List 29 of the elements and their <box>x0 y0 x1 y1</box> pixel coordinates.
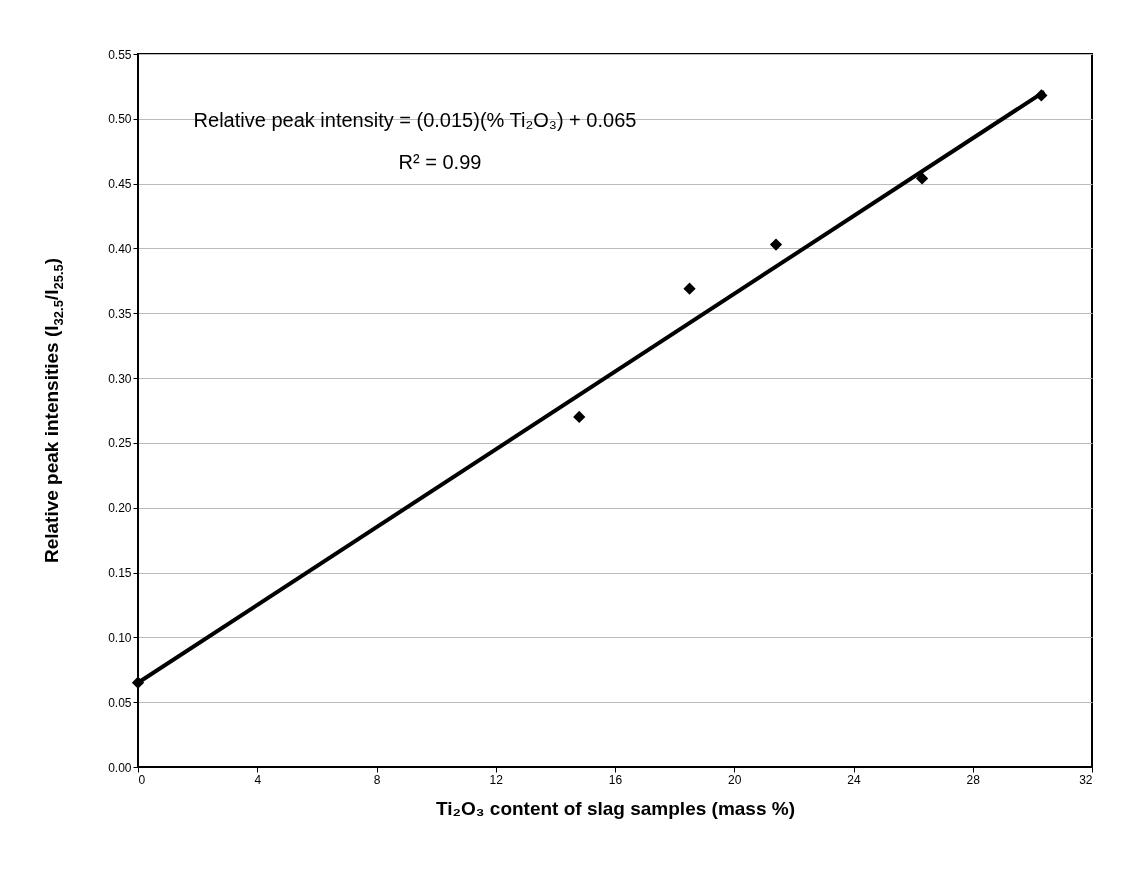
x-axis-title: Ti₂O₃ content of slag samples (mass %) <box>436 797 795 819</box>
y-tick-label: 0.20 <box>108 501 132 516</box>
point <box>915 172 929 185</box>
y-tick-label: 0.40 <box>108 241 132 256</box>
point <box>573 410 586 424</box>
x-tick-label: 20 <box>728 772 742 787</box>
annotation: Relative peak intensity = (0.015)(% Ti₂O₃) + 0.065 <box>193 109 637 131</box>
y-tick-label: 0.35 <box>108 306 132 321</box>
y-tick-label: 0.10 <box>108 630 132 645</box>
x-tick-label: 4 <box>254 772 262 787</box>
x-tick-label: 32 <box>1079 772 1093 787</box>
y-tick-label: 0.50 <box>108 112 132 127</box>
x-tick-label: 28 <box>966 772 981 787</box>
y-axis-title: Relative peak intensities (I32.5/I25.5) <box>41 257 66 564</box>
y-tick-label: 0.30 <box>108 371 132 386</box>
x-tick-label: 16 <box>608 772 623 787</box>
y-tick-label: 0.45 <box>108 177 132 192</box>
x-tick-label: 0 <box>138 772 146 787</box>
y-tick-label: 0.55 <box>108 47 132 62</box>
y-tick-label: 0.25 <box>108 436 132 451</box>
x-tick-label: 12 <box>489 772 504 787</box>
x-tick-label: 24 <box>847 772 861 787</box>
annotation: R² = 0.99 <box>398 151 482 173</box>
point <box>769 238 783 251</box>
x-tick-label: 8 <box>373 772 381 787</box>
y-tick-label: 0.00 <box>108 760 132 775</box>
y-tick-label: 0.15 <box>108 566 132 581</box>
point <box>683 282 696 295</box>
y-tick-label: 0.05 <box>108 695 132 710</box>
